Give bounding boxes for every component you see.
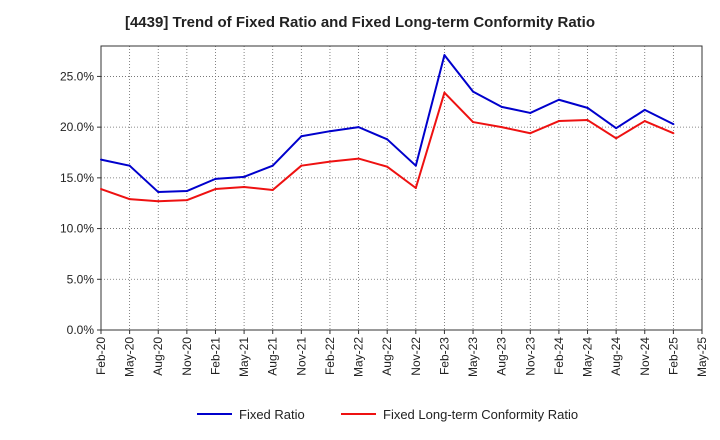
series-2-point [357,157,360,160]
x-tick-label: May-25 [695,337,709,377]
series-1-point [271,164,274,167]
series-2-point [643,120,646,123]
x-tick-label: Feb-24 [552,337,566,375]
x-tick-label: May-23 [466,337,480,377]
series-2-point [500,126,503,129]
x-tick-label: Nov-20 [180,337,194,376]
series-2-point [529,132,532,135]
series-1-point [100,158,102,161]
plot-area-frame [100,45,703,331]
series-2-point [100,188,102,191]
series-2-point [443,91,446,94]
legend-label-2: Fixed Long-term Conformity Ratio [383,407,578,422]
x-tick-label: Feb-23 [437,337,451,375]
series-2-point [300,164,303,167]
series-1-point [643,108,646,111]
series-1-point [529,111,532,114]
x-tick-label: Nov-22 [409,337,423,376]
x-tick-label: Nov-21 [294,337,308,376]
series-2-point [414,187,417,189]
series-1-point [243,175,246,178]
series-1-point [185,190,188,193]
series-line-1 [100,54,674,194]
y-tick-label: 25.0% [60,69,94,83]
series-1-point [300,135,303,138]
series-1-point [672,123,675,126]
series-1-point [500,105,503,108]
series-1-point [414,164,417,167]
series-2-point [328,160,331,163]
series-1-point [615,127,618,130]
series-2-point [271,189,274,192]
series-2-point [615,137,618,140]
series-1-point [472,90,475,93]
chart-title: [4439] Trend of Fixed Ratio and Fixed Lo… [124,14,596,31]
series-1-point [443,54,446,57]
y-tick-label: 5.0% [67,272,95,286]
x-tick-label: Nov-23 [523,337,537,376]
x-tick-label: May-24 [581,337,595,377]
series-1-point [157,191,160,194]
x-tick-label: Feb-21 [208,337,222,375]
series-2-point [672,132,675,135]
x-tick-label: Aug-21 [266,337,280,376]
series-2-point [386,165,389,168]
x-tick-label: May-21 [237,337,251,377]
series-2-point [243,185,246,188]
x-tick-label: Aug-24 [609,337,623,376]
series-1-point [328,130,331,133]
series-2-point [157,200,160,203]
x-tick-label: Aug-22 [380,337,394,376]
legend-label-1: Fixed Ratio [239,407,305,422]
y-tick-label: 10.0% [60,222,94,236]
x-tick-label: Feb-25 [666,337,680,375]
series-1-point [386,138,389,141]
series-1-point [586,106,589,109]
y-tick-label: 0.0% [67,323,95,337]
series-2-point [214,188,217,191]
series-1-point [557,98,560,101]
series-1-point [128,164,131,167]
series-2-point [185,199,188,202]
series-1-point [214,177,217,180]
x-tick-label: Feb-20 [94,337,108,375]
y-tick-label: 20.0% [60,120,94,134]
x-tick-label: May-20 [123,337,137,377]
y-tick-label: 15.0% [60,171,94,185]
series-1-point [357,126,360,129]
x-tick-label: Nov-24 [638,337,652,376]
x-tick-label: May-22 [352,337,366,377]
series-2-point [586,119,589,122]
x-tick-label: Aug-20 [151,337,165,376]
series-2-point [128,198,131,201]
series-2-point [557,120,560,123]
x-tick-label: Aug-23 [495,337,509,376]
series-2-point [472,121,475,124]
x-tick-label: Feb-22 [323,337,337,375]
